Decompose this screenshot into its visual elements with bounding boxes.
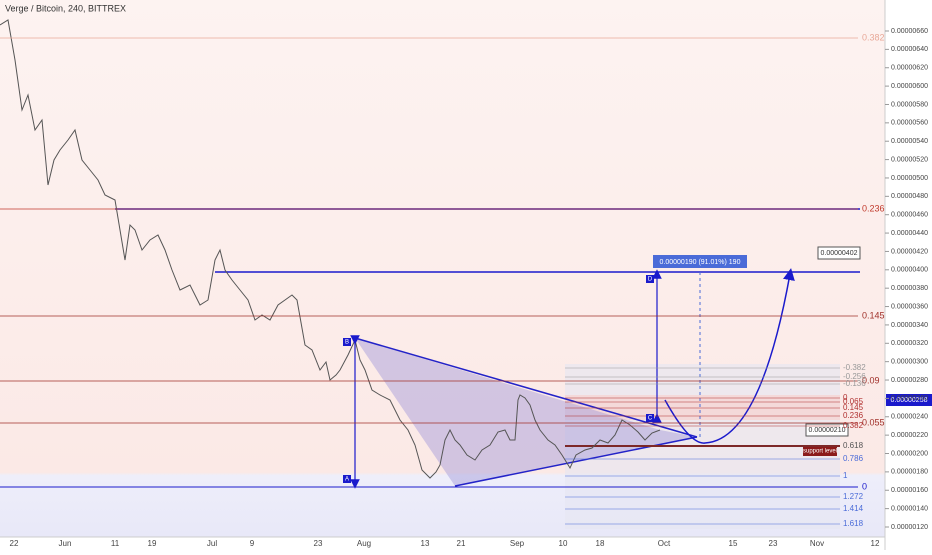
price-label: 0.00000180 (891, 469, 928, 476)
date-label: Nov (810, 539, 824, 548)
price-label: 0.00000160 (891, 487, 928, 494)
date-label: 15 (729, 539, 738, 548)
date-label: Oct (658, 539, 671, 548)
fib-label: -0.136 (843, 379, 866, 388)
date-label: 23 (769, 539, 778, 548)
point-label: A (345, 477, 349, 483)
price-path (0, 19, 661, 479)
triangle-fill (355, 338, 697, 486)
fib-label: 1.618 (843, 519, 864, 528)
fib-label: 1 (843, 471, 848, 480)
measure-box (653, 255, 747, 268)
point-label: D (648, 277, 653, 283)
price-label: 0.00000620 (891, 65, 928, 72)
callout (805, 423, 849, 437)
price-label: 0.00000360 (891, 303, 928, 310)
price-label: 0.00000440 (891, 230, 928, 237)
price-label: 0.00000540 (891, 138, 928, 145)
price-label: 0.00000640 (891, 46, 928, 53)
date-label: 9 (250, 539, 255, 548)
fib-label: 0.09 (862, 375, 880, 385)
price-label: 0.00000300 (891, 359, 928, 366)
fib-label: -0.256 (843, 372, 866, 381)
price-label: 0.00000660 (891, 28, 928, 35)
price-label: 0.00000240 (891, 414, 928, 421)
price-label: 0.00000320 (891, 340, 928, 347)
fib-label: 0.145 (862, 310, 885, 320)
price-label: 0.00000580 (891, 101, 928, 108)
price-label: 0.00000120 (891, 524, 928, 531)
entry-callout: 0.00000210 (809, 427, 846, 434)
date-label: Aug (357, 539, 371, 548)
current-price-badge (886, 394, 932, 406)
target-callout: 0.00000402 (821, 250, 858, 257)
point-marker (343, 338, 351, 346)
price-label: 0.00000460 (891, 212, 928, 219)
price-label: 0.00000500 (891, 175, 928, 182)
chart-title: Verge / Bitcoin, 240, BITTREX (5, 3, 126, 13)
price-label: 0.00000140 (891, 505, 928, 512)
fib-label: 0.236 (862, 203, 885, 213)
fib-label: 0.236 (843, 411, 864, 420)
price-label: 0.00000420 (891, 248, 928, 255)
date-label: 13 (421, 539, 430, 548)
fib-label: 0.065 (843, 397, 864, 406)
price-label: 0.00000380 (891, 285, 928, 292)
fib-label: 0.786 (843, 454, 864, 463)
point-marker (646, 275, 654, 283)
point-label: B (345, 340, 349, 346)
support-label: support level (803, 449, 837, 455)
fib-label: -0.382 (843, 363, 866, 372)
fib-label: 0.618 (843, 441, 864, 450)
point-marker (343, 475, 351, 483)
price-label: 0.00000220 (891, 432, 928, 439)
price-label: 0.00000480 (891, 193, 928, 200)
triangle-upper (354, 337, 698, 438)
price-label: 0.00000560 (891, 120, 928, 127)
price-label: 0.00000340 (891, 322, 928, 329)
date-label: 12 (871, 539, 880, 548)
fib-label: 1.414 (843, 504, 864, 513)
fib-label: 0.145 (843, 403, 864, 412)
date-label: 22 (10, 539, 19, 548)
date-label: 19 (148, 539, 157, 548)
date-label: 21 (457, 539, 466, 548)
fib-label: 0.382 (862, 32, 885, 42)
price-label: 0.00000520 (891, 156, 928, 163)
price-label: 0.00000400 (891, 267, 928, 274)
fib-label: 1.272 (843, 492, 864, 501)
projection-curve (664, 268, 795, 444)
fib-label: 0 (843, 393, 848, 402)
date-label: 11 (111, 539, 120, 548)
measure-label: 0.00000190 (91.01%) 190 (660, 259, 741, 266)
point-marker (646, 414, 654, 422)
price-label: 0.00000260 (891, 395, 928, 402)
date-label: Jun (59, 539, 72, 548)
date-label: 23 (314, 539, 323, 548)
date-label: 18 (596, 539, 605, 548)
date-label: 10 (559, 539, 568, 548)
date-label: Jul (207, 539, 217, 548)
fib-label: 0.382 (843, 421, 864, 430)
price-label: 0.00000200 (891, 450, 928, 457)
price-label: 0.00000280 (891, 377, 928, 384)
current-price: 0.00000258 (891, 397, 928, 404)
price-label: 0.00000600 (891, 83, 928, 90)
date-label: Sep (510, 539, 525, 548)
support-badge (803, 446, 837, 456)
point-label: C (648, 416, 653, 422)
callout (817, 246, 861, 260)
fib-label: 0 (862, 481, 867, 491)
fib-label: 0.055 (862, 417, 885, 427)
